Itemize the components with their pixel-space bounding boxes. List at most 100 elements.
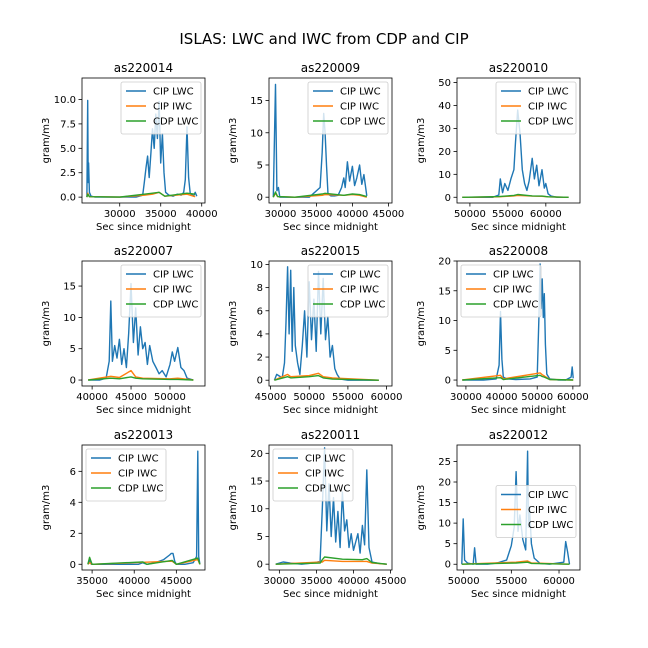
x-axis-label: Sec since midnight xyxy=(471,222,566,233)
legend: CIP LWC CIP IWC CDP LWC xyxy=(272,448,354,502)
x-tick-label: 35000 xyxy=(145,209,177,220)
y-axis-label: gram/m3 xyxy=(41,118,52,164)
y-tick-label: 4 xyxy=(257,329,263,340)
legend-label: CIP IWC xyxy=(118,469,157,480)
subplot-as220013: as220013 35000 40000 45000 0 2 4 6 Sec since mid… xyxy=(41,428,206,600)
y-tick-label: 0 xyxy=(257,376,263,387)
y-tick-label: 15 xyxy=(250,96,263,107)
legend-label: CIP LWC xyxy=(305,454,346,465)
x-tick-label: 35000 xyxy=(76,576,108,587)
subplot-as220007: as220007 40000 45000 50000 0 5 10 15 Sec since m… xyxy=(41,244,206,416)
x-tick-label: 30000 xyxy=(450,392,482,403)
series-lines xyxy=(87,450,201,565)
axes-frame xyxy=(456,77,581,204)
axes-frame xyxy=(81,77,206,204)
legend: CIP LWC CIP IWC CDP LWC xyxy=(307,81,389,135)
legend-label: CIP LWC xyxy=(153,87,194,98)
legend-label: CIP LWC xyxy=(493,270,534,281)
x-tick-label: 55000 xyxy=(495,576,527,587)
x-axis-label: Sec since midnight xyxy=(471,589,566,600)
series-lines xyxy=(272,83,368,198)
y-tick-label: 0 xyxy=(445,193,451,204)
subplot-title: as220010 xyxy=(489,61,548,75)
y-tick-label: 15 xyxy=(438,498,451,509)
series-line-cdp-lwc xyxy=(462,193,569,198)
y-tick-label: 5 xyxy=(70,344,76,355)
x-tick-label: 55000 xyxy=(332,392,364,403)
legend-label: CDP LWC xyxy=(340,117,385,128)
legend: CIP LWC CIP IWC CDP LWC xyxy=(85,448,167,502)
x-tick-label: 60000 xyxy=(543,576,575,587)
x-tick-label: 40000 xyxy=(338,576,370,587)
x-tick-label: 50000 xyxy=(154,392,186,403)
x-tick-label: 55000 xyxy=(492,209,524,220)
series-lines xyxy=(88,282,194,381)
x-tick-label: 60000 xyxy=(530,209,562,220)
series-line-cdp-lwc xyxy=(274,374,379,381)
x-tick-label: 45000 xyxy=(115,392,147,403)
series-line-cdp-lwc xyxy=(462,374,574,381)
y-tick-label: 5 xyxy=(257,160,263,171)
x-axis-label: Sec since midnight xyxy=(283,405,378,416)
x-axis-label: Sec since midnight xyxy=(96,589,191,600)
legend-label: CDP LWC xyxy=(153,117,198,128)
legend-label: CDP LWC xyxy=(493,300,538,311)
legend-label: CIP IWC xyxy=(153,285,192,296)
subplot-as220015: as220015 45000 50000 55000 60000 0 2 4 6 8 10 Sec s… xyxy=(228,244,402,416)
x-tick-label: 40000 xyxy=(118,576,150,587)
x-tick-label: 30000 xyxy=(104,209,136,220)
y-tick-label: 6 xyxy=(257,306,263,317)
y-tick-label: 10 xyxy=(438,316,451,327)
x-tick-label: 35000 xyxy=(301,209,333,220)
x-tick-label: 40000 xyxy=(486,392,518,403)
y-tick-label: 15 xyxy=(438,286,451,297)
y-tick-label: 10 xyxy=(438,519,451,530)
y-axis-label: gram/m3 xyxy=(228,485,239,531)
axes-frame xyxy=(268,77,393,204)
y-tick-label: 10.0 xyxy=(54,95,76,106)
series-line-cdp-lwc xyxy=(87,556,201,565)
x-tick-label: 45000 xyxy=(375,576,407,587)
subplot-title: as220014 xyxy=(114,61,173,75)
series-line-cip-iwc xyxy=(274,372,379,381)
x-axis-label: Sec since midnight xyxy=(471,405,566,416)
subplot-title: as220011 xyxy=(301,428,360,442)
legend-label: CIP IWC xyxy=(340,285,379,296)
subplot-as220011: as220011 30000 35000 40000 45000 0 5 10 15 20 Sec … xyxy=(228,428,406,600)
subplot-as220008: as220008 30000 40000 50000 60000 0 5 10 15 20 Sec … xyxy=(416,244,589,416)
x-tick-label: 50000 xyxy=(521,392,553,403)
axes-frame xyxy=(81,444,206,571)
y-axis-label: gram/m3 xyxy=(416,301,427,347)
y-tick-label: 15 xyxy=(63,282,76,293)
subplot-as220010: as220010 50000 55000 60000 0 10 20 30 40 50 Sec si… xyxy=(416,61,581,233)
y-tick-label: 15 xyxy=(250,477,263,488)
subplot-title: as220012 xyxy=(489,428,548,442)
legend-label: CIP IWC xyxy=(493,285,532,296)
subplot-as220009: as220009 30000 35000 40000 45000 0 5 10 15 Sec si… xyxy=(228,61,404,233)
series-line-cdp-lwc xyxy=(86,191,196,198)
y-tick-label: 2 xyxy=(70,529,76,540)
subplot-title: as220007 xyxy=(114,244,173,258)
y-tick-label: 2 xyxy=(257,353,263,364)
x-tick-label: 40000 xyxy=(337,209,369,220)
series-line-cdp-lwc xyxy=(461,561,570,565)
legend-label: CIP IWC xyxy=(528,505,567,516)
y-tick-label: 10 xyxy=(438,170,451,181)
legend-label: CIP IWC xyxy=(305,469,344,480)
axes-frame xyxy=(81,260,206,387)
legend-label: CIP IWC xyxy=(340,102,379,113)
y-tick-label: 2.5 xyxy=(60,168,76,179)
y-axis-label: gram/m3 xyxy=(416,485,427,531)
legend: CIP LWC CIP IWC CDP LWC xyxy=(495,81,577,135)
y-tick-label: 10 xyxy=(63,313,76,324)
axes-frame xyxy=(456,260,581,387)
y-tick-label: 40 xyxy=(438,101,451,112)
x-axis-label: Sec since midnight xyxy=(283,589,378,600)
legend-label: CIP LWC xyxy=(528,87,569,98)
subplot-as220014: as220014 30000 35000 40000 0.0 2.5 5.0 7.5 10.0 S… xyxy=(41,61,218,233)
subplot-title: as220015 xyxy=(301,244,360,258)
y-tick-label: 10 xyxy=(250,504,263,515)
x-tick-label: 45000 xyxy=(160,576,192,587)
